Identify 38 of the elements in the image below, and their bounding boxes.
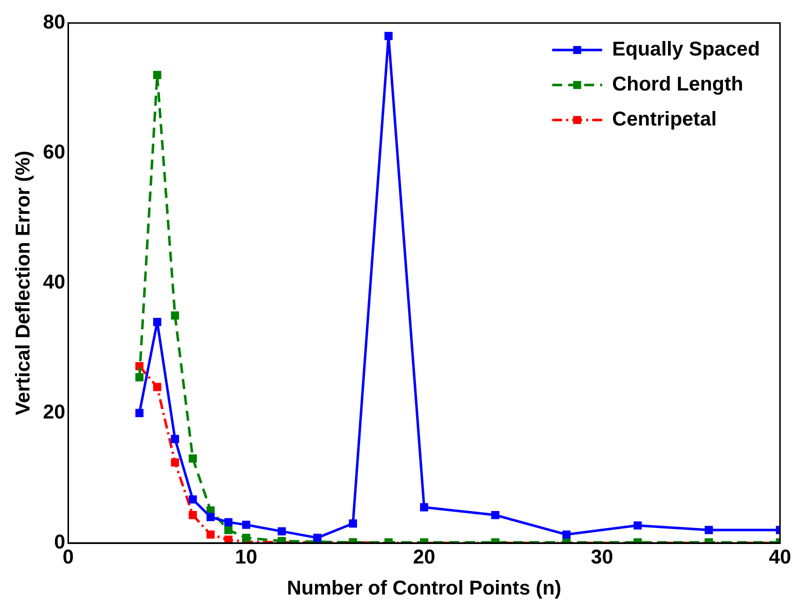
point (135, 373, 144, 382)
point (153, 70, 162, 80)
point (206, 530, 215, 539)
point (634, 521, 642, 530)
point (188, 454, 197, 463)
legend-label: Equally Spaced (612, 38, 760, 61)
legend-label: Chord Length (612, 74, 744, 96)
point (278, 527, 286, 536)
x-tick-label: 10 (235, 546, 258, 569)
point (420, 503, 428, 512)
point (170, 458, 180, 466)
legend-label: Centripetal (612, 108, 717, 131)
point (348, 519, 358, 528)
point (170, 311, 180, 320)
point (170, 434, 180, 444)
point (188, 495, 197, 504)
point (153, 318, 162, 326)
point (224, 526, 232, 534)
point (206, 512, 215, 522)
point (153, 382, 162, 392)
point (224, 518, 232, 526)
y-axis-title: Vertical Deflection Error (%) (12, 150, 35, 416)
point (384, 32, 393, 40)
y-tick-label: 20 (42, 402, 66, 424)
point (491, 510, 500, 520)
y-tick-label: 80 (42, 12, 66, 34)
x-tick-label: 40 (768, 546, 792, 569)
y-tick-label: 60 (42, 142, 66, 164)
point (188, 510, 197, 520)
point (135, 408, 144, 418)
point (704, 526, 713, 534)
point (242, 520, 250, 529)
x-axis-title: Number of Control Points (n) (286, 578, 562, 600)
point (562, 530, 571, 539)
point (224, 536, 232, 543)
y-tick-label: 40 (42, 272, 66, 294)
x-tick-label: 30 (590, 546, 614, 569)
x-tick-label: 20 (413, 546, 436, 569)
